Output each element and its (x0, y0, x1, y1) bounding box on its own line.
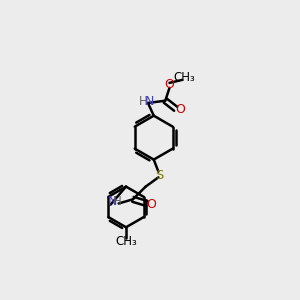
Text: S: S (155, 169, 163, 182)
Text: O: O (175, 103, 185, 116)
Text: H: H (112, 195, 121, 208)
Text: CH₃: CH₃ (115, 235, 137, 248)
Text: H: H (139, 94, 147, 108)
Text: O: O (164, 78, 174, 91)
Text: N: N (145, 94, 154, 108)
Text: O: O (146, 198, 156, 211)
Text: CH₃: CH₃ (174, 70, 195, 84)
Text: N: N (107, 195, 117, 208)
